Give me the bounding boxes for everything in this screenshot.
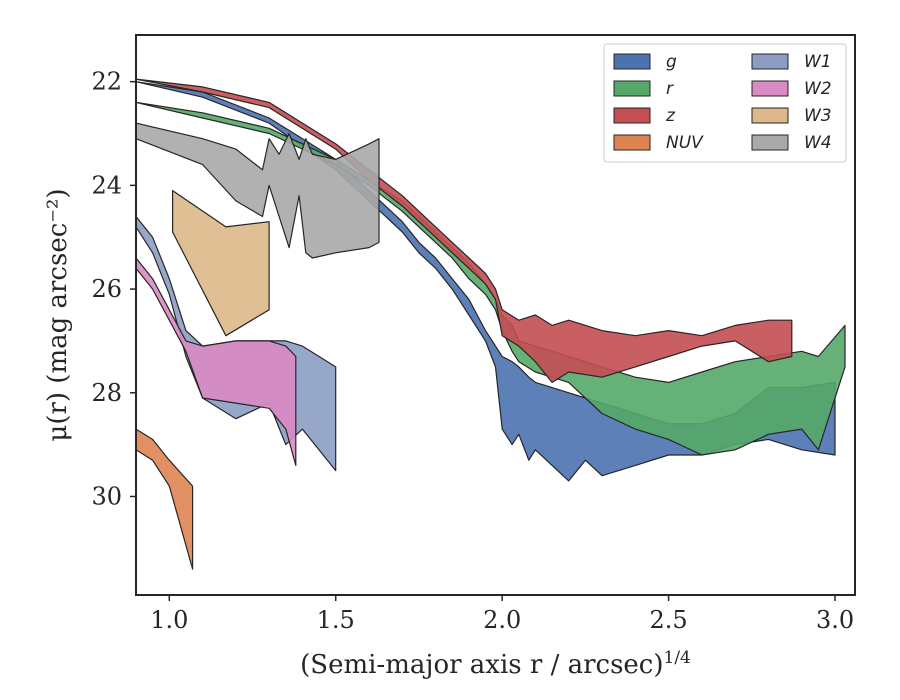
y-axis-ticks: 22 24 26 28 30 [91, 68, 136, 510]
legend-swatch-g [613, 53, 651, 70]
legend-label-z: z [665, 106, 676, 126]
legend-box [603, 43, 847, 163]
x-axis-label-sup: 1/4 [664, 648, 691, 668]
profile-bands [135, 78, 846, 570]
y-tick-label: 22 [91, 68, 122, 96]
legend-swatch-w1 [751, 53, 789, 70]
x-axis-ticks: 1.0 1.5 2.0 2.5 3.0 [150, 595, 854, 634]
x-tick-label: 1.5 [317, 606, 355, 634]
y-tick-label: 24 [91, 171, 122, 199]
band-z [135, 78, 793, 383]
legend-swatch-w2 [751, 80, 789, 97]
band-w4 [135, 122, 380, 259]
y-axis-label: μ(r) (mag arcsec⁻²) [43, 188, 73, 441]
x-tick-label: 1.0 [150, 606, 188, 634]
legend-label-w4: W4 [804, 133, 832, 153]
legend-label-r: r [666, 79, 674, 99]
legend-label-nuv: NUV [666, 133, 704, 153]
legend-label-w2: W2 [804, 79, 832, 99]
legend-swatch-w3 [751, 107, 789, 124]
x-axis-label-main: (Semi-major axis r / arcsec) [300, 650, 663, 680]
x-axis-label: (Semi-major axis r / arcsec)1/4 [300, 648, 691, 680]
band-nuv [135, 428, 194, 570]
y-tick-label: 30 [91, 482, 122, 510]
y-tick-label: 26 [91, 275, 122, 303]
plot-frame [135, 34, 856, 596]
band-w2 [135, 257, 297, 466]
legend-swatch-w4 [751, 134, 789, 151]
x-tick-label: 2.5 [650, 606, 688, 634]
legend: grz NUV W1 W2 W3 W4 [603, 43, 847, 163]
y-tick-label: 28 [91, 379, 122, 407]
x-tick-label: 3.0 [816, 606, 854, 634]
legend-label-w3: W3 [804, 106, 832, 126]
legend-swatch-nuv [613, 134, 651, 151]
x-tick-label: 2.0 [483, 606, 521, 634]
legend-swatch-z [613, 107, 651, 124]
legend-swatch-r [613, 80, 651, 97]
band-w3 [172, 190, 270, 337]
band-g [135, 81, 836, 482]
legend-label-w1: W1 [804, 52, 832, 72]
legend-label-g: g [666, 52, 677, 72]
